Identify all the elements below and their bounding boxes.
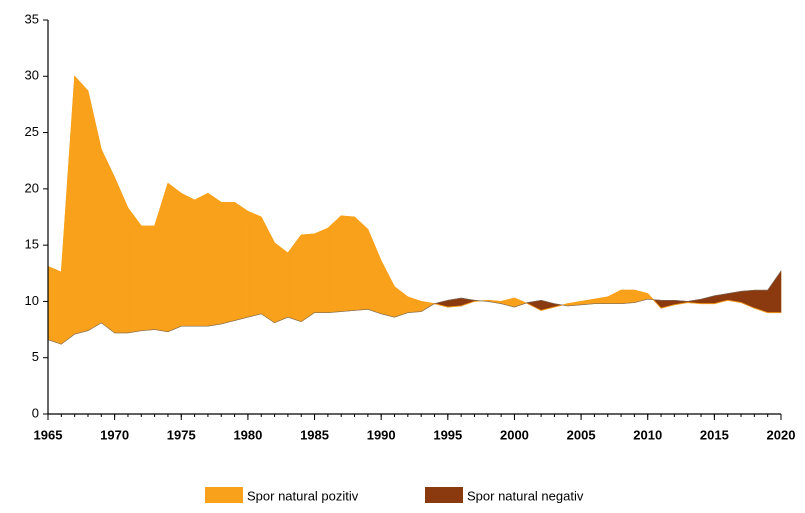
positive-fill [380, 260, 395, 318]
x-tick-label: 1980 [233, 427, 262, 442]
positive-fill [61, 76, 75, 345]
negative-fill [527, 299, 542, 311]
positive-fill [74, 75, 89, 335]
y-tick-label: 20 [25, 180, 39, 195]
x-tick-label: 2005 [567, 427, 596, 442]
positive-fill [287, 234, 302, 323]
positive-fill [140, 225, 155, 332]
positive-fill [47, 266, 62, 345]
y-tick-label: 25 [25, 124, 39, 139]
positive-fill [274, 242, 289, 324]
positive-fill [127, 207, 142, 334]
positive-fill [87, 90, 102, 332]
negative-fill [660, 300, 675, 309]
positive-fill [114, 177, 129, 334]
negative-fill [754, 289, 768, 314]
negative-fill [700, 295, 715, 304]
x-tick-label: 1995 [433, 427, 462, 442]
series-line [47, 270, 782, 345]
positive-fill [207, 192, 222, 327]
positive-fill [220, 202, 235, 325]
positive-fill [260, 216, 275, 324]
x-tick-label: 1985 [300, 427, 329, 442]
x-tick-label: 2010 [633, 427, 662, 442]
positive-fill [300, 233, 315, 323]
positive-fill [607, 289, 622, 304]
positive-fill [354, 216, 369, 311]
positive-fill [167, 182, 182, 333]
negative-fill [434, 299, 449, 308]
positive-fill [340, 215, 355, 312]
y-tick-label: 0 [32, 405, 39, 420]
positive-fill [101, 149, 115, 334]
legend-swatch [205, 487, 243, 503]
y-tick-label: 15 [25, 237, 39, 252]
legend-swatch [425, 487, 463, 503]
positive-fill [180, 192, 195, 327]
positive-fill [620, 289, 635, 305]
negative-fill [767, 270, 782, 313]
x-tick-label: 1970 [100, 427, 129, 442]
positive-fill [234, 201, 249, 321]
y-tick-label: 10 [25, 293, 39, 308]
x-tick-label: 1965 [34, 427, 63, 442]
legend-label: Spor natural pozitiv [247, 488, 359, 503]
positive-fill [394, 286, 409, 318]
x-tick-label: 2000 [500, 427, 529, 442]
x-tick-label: 2020 [767, 427, 796, 442]
positive-fill [247, 210, 262, 318]
x-tick-label: 1975 [167, 427, 196, 442]
positive-fill [194, 192, 209, 327]
positive-fill [367, 229, 382, 315]
positive-fill [314, 227, 329, 313]
legend-label: Spor natural negativ [467, 488, 584, 503]
y-tick-label: 5 [32, 349, 39, 364]
y-tick-label: 35 [25, 11, 39, 26]
y-tick-label: 30 [25, 68, 39, 83]
positive-fill [327, 215, 342, 314]
x-tick-label: 2015 [700, 427, 729, 442]
x-tick-label: 1990 [367, 427, 396, 442]
series-line [47, 75, 781, 314]
